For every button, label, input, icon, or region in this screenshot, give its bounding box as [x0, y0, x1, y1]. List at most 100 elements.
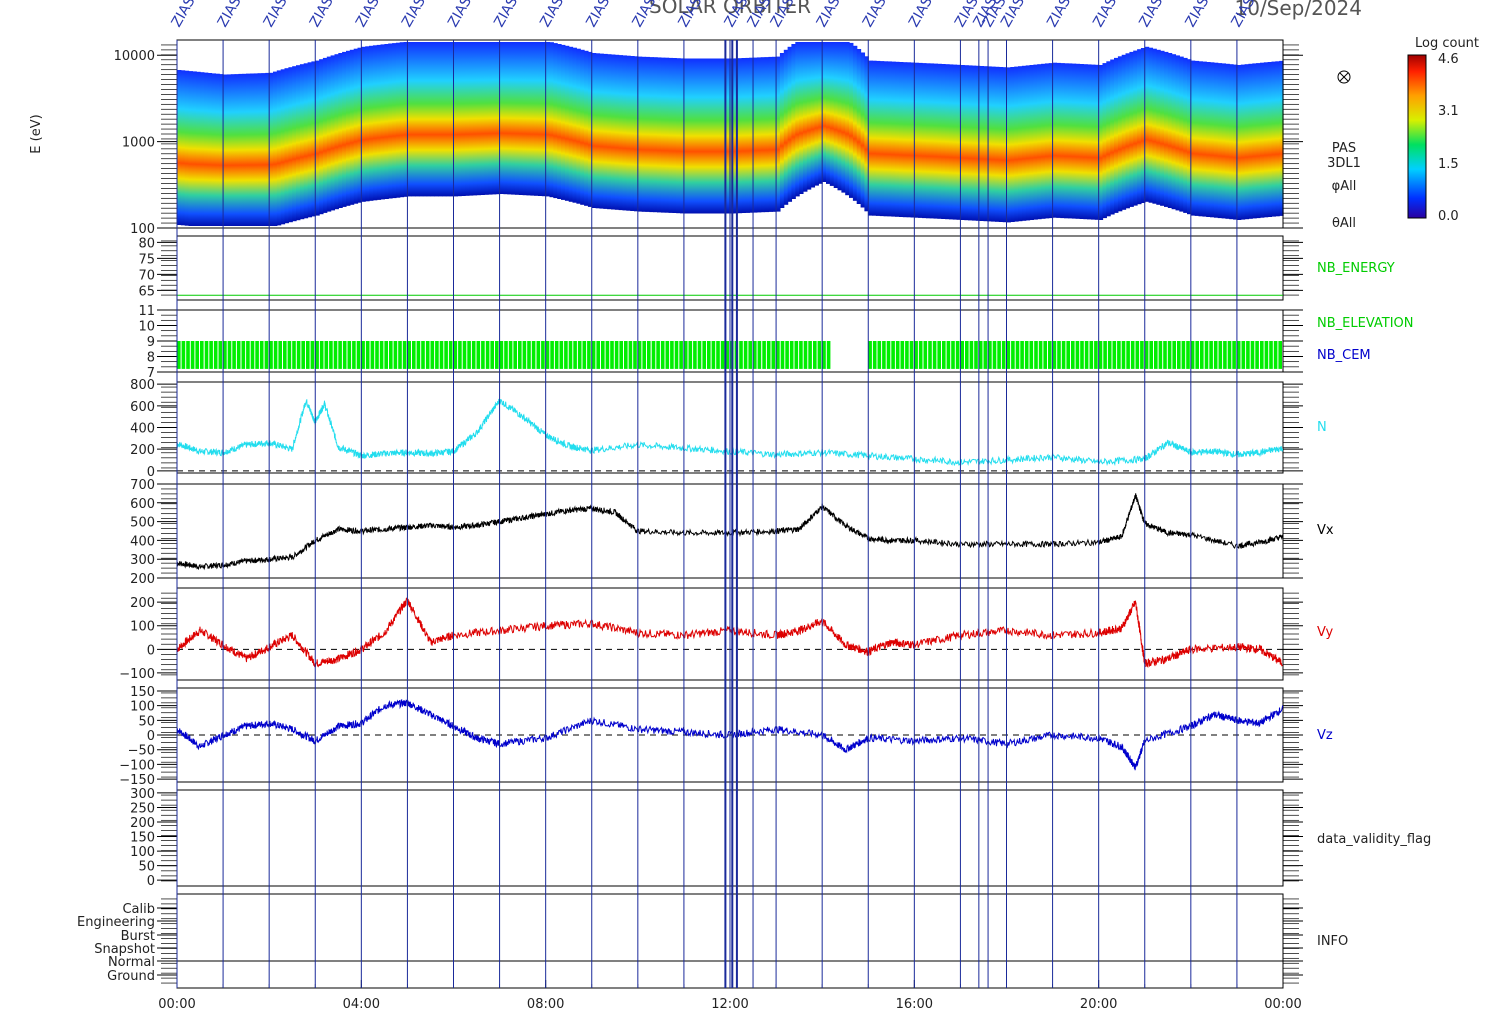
nb-elevation-bar [587, 341, 591, 369]
spectrogram-cell [1041, 63, 1046, 219]
spectrogram-cell [703, 58, 708, 214]
spectrogram-cell [488, 42, 493, 195]
nb-elevation-bar [306, 341, 310, 369]
zias-marker-label: ZIAS [491, 0, 521, 30]
y-tick-label: 600 [130, 497, 155, 512]
spectrogram-side-label: 3DL1 [1327, 156, 1361, 171]
spectrogram-cell [1094, 64, 1100, 220]
spectrogram-cell [1240, 64, 1246, 220]
spectrogram-cell [1160, 50, 1165, 206]
nb-elevation-bar [522, 341, 527, 369]
nb-elevation-bar [259, 341, 264, 369]
nb-elevation-bar [619, 341, 624, 369]
spectrogram-cell [1110, 59, 1115, 215]
spectrogram-cell [691, 58, 697, 214]
spectrogram-cell [914, 62, 919, 218]
nb-elevation-bar [444, 341, 448, 369]
spectrogram-cell [280, 69, 286, 225]
spectrogram-cell [1263, 62, 1269, 218]
nb-elevation-bar [1071, 341, 1075, 369]
nb-elevation-bar [891, 341, 895, 369]
nb-elevation-bar [720, 341, 725, 369]
spectrogram-cell [257, 73, 263, 226]
spectrogram-cell [572, 47, 577, 203]
nb-elevation-bar [822, 341, 826, 369]
spectrogram-cell [657, 57, 662, 213]
x-tick-label: 16:00 [896, 997, 933, 1012]
nb-elevation-bar [1001, 341, 1006, 369]
spectrogram-cell [430, 42, 435, 197]
nb-elevation-bar [711, 341, 716, 369]
nb-elevation-bar [928, 341, 932, 369]
spectrogram-cell [1279, 60, 1284, 216]
spectrogram-cell [361, 46, 366, 202]
direction-symbol-icon [1337, 70, 1351, 84]
nb-elevation-bar [1117, 341, 1121, 369]
nb-elevation-bar [702, 341, 707, 369]
nb-elevation-bar [914, 341, 918, 369]
spectrogram-cell [1033, 64, 1038, 220]
nb-elevation-bar [370, 341, 375, 369]
spectrogram-cell [860, 52, 866, 208]
nb-elevation-bar [725, 341, 730, 369]
nb-elevation-bar [1167, 341, 1172, 369]
spectrogram-cell [426, 42, 432, 197]
spectrogram-cell [634, 56, 639, 212]
nb-elevation-bar [766, 341, 771, 369]
nb-elevation-bar [255, 341, 259, 369]
zias-marker-label: ZIAS [860, 0, 890, 30]
spectrogram-side-label: PAS [1332, 141, 1356, 156]
spectrogram-cell [342, 51, 347, 207]
zias-marker-label: ZIAS [307, 0, 337, 30]
y-tick-label: 400 [130, 422, 155, 437]
x-tick-label: 20:00 [1080, 997, 1117, 1012]
spectrogram-cell [580, 49, 585, 205]
spectrogram-cell [948, 64, 954, 220]
spectrogram-cell [910, 62, 915, 218]
spectrogram-cell [968, 65, 973, 221]
spectrogram-cell [1067, 63, 1073, 219]
spectrogram-cell [630, 56, 635, 211]
nb-elevation-bar [384, 341, 389, 369]
nb-elevation-bar [1213, 341, 1218, 369]
spectrogram-cell [964, 65, 969, 221]
spectrogram-cell [991, 66, 996, 222]
spectrogram-cell [856, 49, 862, 204]
energy-tick-label: 1000 [122, 136, 155, 151]
spectrogram-side-label: θAll [1332, 216, 1356, 231]
spectrogram-cell [273, 71, 278, 226]
y-tick-label: −150 [119, 773, 155, 788]
nb-elevation-bar [209, 341, 213, 369]
spectrogram-cell [937, 63, 942, 219]
nb-elevation-bar [1158, 341, 1163, 369]
zias-marker-label: ZIAS [537, 0, 567, 30]
nb-elevation-bar [1020, 341, 1024, 369]
spectrogram-cell [956, 64, 962, 220]
info-row-label: Snapshot [94, 942, 155, 957]
nb-elevation-bar [301, 341, 306, 369]
nb-elevation-bar [412, 341, 416, 369]
y-tick-label: 150 [130, 831, 155, 846]
y-tick-label: 600 [130, 400, 155, 415]
nb-elevation-bar [1006, 341, 1011, 369]
spectrogram-cell [868, 60, 873, 216]
nb-elevation-bar [642, 341, 647, 369]
nb-elevation-bar [416, 341, 421, 369]
spectrogram-cell [680, 58, 685, 214]
spectrogram-cell [576, 48, 581, 204]
spectrogram-cell [407, 42, 412, 197]
nb-elevation-bar [992, 341, 997, 369]
zias-marker-label: ZIAS [1182, 0, 1212, 30]
nb-elevation-bar [651, 341, 656, 369]
spectrogram-cell [618, 55, 624, 211]
nb-elevation-bar [614, 341, 619, 369]
spectrogram-cell [960, 65, 965, 220]
spectrogram-cell [388, 43, 393, 199]
spectrogram-cell [607, 54, 612, 210]
nb-elevation-bar [315, 341, 319, 369]
nb-elevation-bar [780, 341, 785, 369]
nb-elevation-bar [794, 341, 799, 369]
colorbar-gradient [1407, 54, 1427, 219]
nb-elevation-bar [365, 341, 370, 369]
nb-elevation-bar [1144, 341, 1149, 369]
